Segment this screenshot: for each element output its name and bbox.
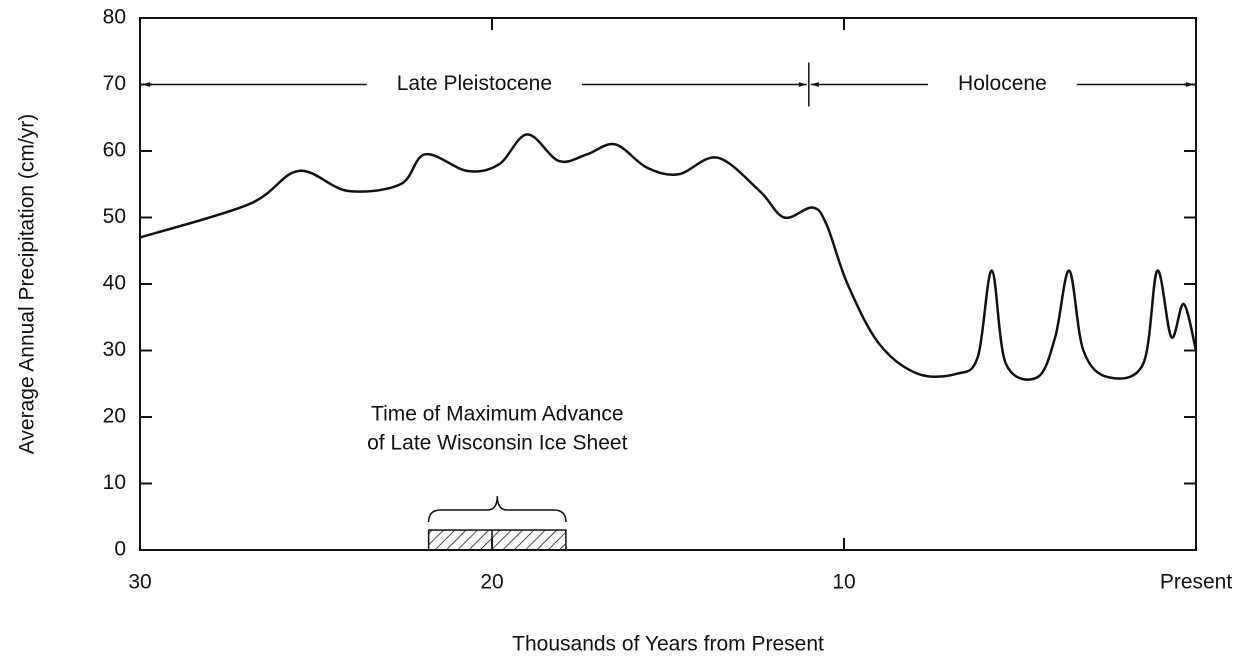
y-tick-label: 50 bbox=[103, 205, 126, 228]
x-tick-label: 30 bbox=[128, 571, 151, 594]
y-tick-label: 70 bbox=[103, 72, 126, 95]
ice-sheet-box bbox=[427, 529, 567, 551]
y-tick-label: 80 bbox=[103, 6, 126, 29]
precipitation-line bbox=[139, 133, 1198, 381]
x-axis-label: Thousands of Years from Present bbox=[512, 633, 824, 656]
y-axis-label: Average Annual Precipitation (cm/yr) bbox=[16, 114, 39, 454]
x-tick-label: 10 bbox=[832, 571, 855, 594]
y-tick-label: 10 bbox=[103, 471, 126, 494]
plot-frame bbox=[139, 17, 1197, 551]
period-label: Late Pleistocene bbox=[397, 72, 552, 95]
y-tick-label: 60 bbox=[103, 139, 126, 162]
period-label: Holocene bbox=[958, 72, 1047, 95]
ice-sheet-label: Time of Maximum Advance bbox=[371, 403, 623, 426]
y-tick-label: 0 bbox=[114, 538, 126, 561]
brace bbox=[427, 496, 567, 523]
x-tick-label: Present bbox=[1160, 571, 1233, 594]
y-tick-label: 30 bbox=[103, 338, 126, 361]
ice-sheet-label: of Late Wisconsin Ice Sheet bbox=[367, 432, 627, 455]
y-tick-label: 20 bbox=[103, 405, 126, 428]
x-tick-label: 20 bbox=[480, 571, 503, 594]
y-tick-label: 40 bbox=[103, 272, 126, 295]
